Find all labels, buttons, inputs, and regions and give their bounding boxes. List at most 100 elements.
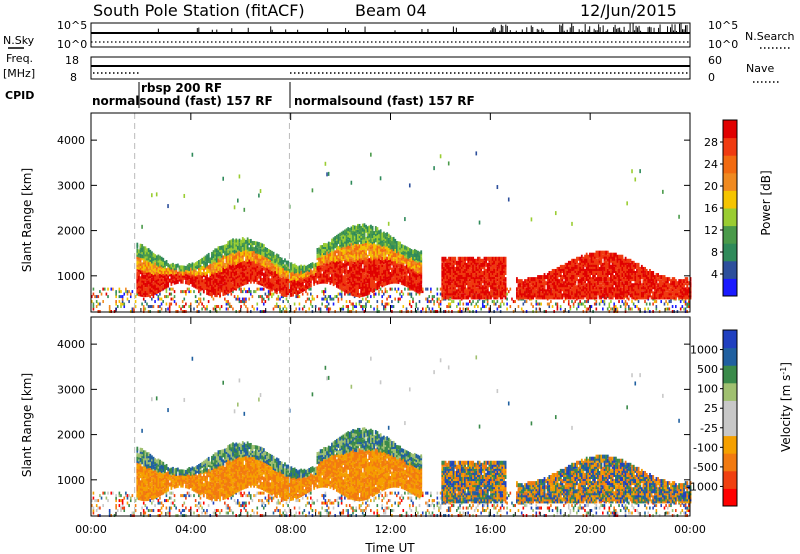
power-cell — [363, 247, 366, 252]
power-cell — [365, 245, 367, 250]
power-cell — [415, 286, 418, 291]
power-cell — [212, 307, 215, 311]
power-cell — [331, 238, 333, 243]
power-cell — [548, 277, 551, 282]
power-cell — [402, 265, 405, 270]
power-cell — [410, 285, 413, 290]
power-cell — [353, 249, 356, 254]
power-cell — [363, 278, 366, 283]
power-cell — [149, 266, 152, 271]
power-cell — [350, 283, 353, 288]
power-cell — [352, 251, 354, 256]
power-cell — [240, 262, 243, 267]
power-cell — [228, 280, 231, 285]
power-cell — [348, 250, 351, 255]
power-cell — [160, 279, 163, 284]
power-cell — [357, 289, 359, 294]
power-cell — [365, 263, 367, 268]
power-cell — [404, 247, 406, 252]
power-cell — [196, 261, 199, 266]
power-cell — [564, 279, 567, 284]
power-cell — [254, 241, 257, 246]
power-cell — [373, 271, 376, 276]
power-cell — [345, 230, 348, 235]
power-cell — [418, 251, 421, 256]
power-cell — [439, 154, 442, 159]
power-cell — [167, 271, 170, 276]
power-cell — [477, 277, 479, 282]
power-cell — [371, 264, 374, 269]
power-cell — [269, 256, 272, 261]
power-cell — [501, 281, 504, 286]
power-cell — [355, 292, 358, 297]
power-cell — [123, 305, 126, 309]
power-cell — [386, 281, 389, 286]
power-cell — [115, 302, 117, 306]
power-cell — [532, 287, 535, 292]
power-cell — [370, 269, 372, 274]
power-cell — [141, 288, 144, 293]
power-cell — [553, 293, 556, 298]
power-cell — [238, 283, 241, 288]
power-cell — [280, 288, 283, 293]
power-cell — [290, 292, 293, 297]
power-cell — [241, 300, 244, 304]
power-cell — [563, 275, 565, 280]
power-cell — [241, 259, 244, 264]
power-cell — [475, 258, 478, 263]
power-cell — [477, 264, 479, 269]
power-cell — [165, 290, 168, 294]
power-cell — [290, 286, 293, 291]
power-cell — [459, 302, 461, 306]
power-cell — [449, 281, 452, 286]
power-cell — [198, 264, 200, 269]
power-cell — [415, 258, 418, 263]
power-cell — [298, 302, 301, 306]
power-cell — [275, 305, 278, 309]
power-cell — [155, 275, 158, 280]
power-cell — [457, 281, 460, 286]
power-cell — [475, 295, 478, 300]
power-cell — [537, 279, 539, 284]
power-cell — [488, 266, 491, 271]
power-cell — [183, 305, 186, 309]
power-cell — [176, 273, 179, 278]
power-cell — [386, 274, 389, 279]
power-cell — [237, 274, 239, 279]
power-cell — [395, 269, 398, 274]
power-cell — [189, 269, 192, 274]
power-cell — [418, 265, 421, 270]
power-cell — [340, 249, 343, 254]
power-cell — [219, 262, 221, 267]
power-cell — [141, 246, 144, 251]
power-cell — [485, 281, 488, 286]
power-cell — [115, 295, 117, 299]
power-cell — [217, 270, 220, 275]
power-cell — [345, 254, 348, 259]
power-cell — [238, 261, 241, 266]
power-cell — [412, 282, 415, 287]
power-cell — [253, 265, 256, 270]
power-cell — [144, 291, 147, 296]
power-cell — [262, 260, 265, 265]
power-cell — [189, 302, 192, 306]
power-cell — [162, 274, 165, 279]
power-cell — [478, 268, 481, 273]
power-cell — [340, 286, 343, 291]
power-cell — [462, 262, 465, 267]
power-cell — [360, 234, 363, 239]
power-cell — [417, 275, 419, 280]
power-cell — [561, 266, 564, 271]
power-cell — [556, 277, 559, 282]
power-cell — [327, 276, 330, 281]
power-cell — [368, 241, 371, 246]
power-cell — [227, 281, 230, 286]
power-cell — [397, 253, 400, 258]
power-cell — [441, 275, 444, 280]
power-cell — [178, 269, 181, 274]
power-cell — [264, 267, 267, 272]
power-cell — [230, 241, 233, 246]
power-cell — [543, 293, 546, 298]
power-cell — [206, 266, 208, 271]
power-cell — [503, 285, 505, 290]
